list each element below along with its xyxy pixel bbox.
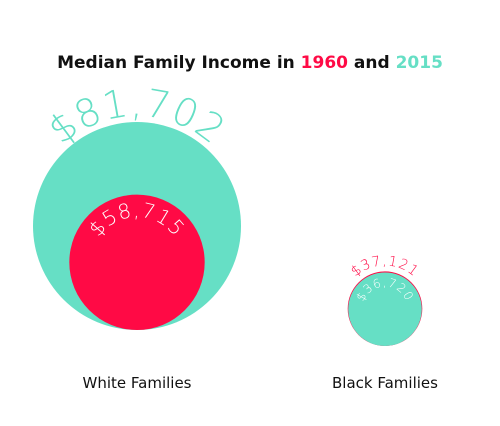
bubble — [69, 194, 205, 330]
bubble — [348, 272, 422, 346]
chart-title: Median Family Income in 1960 and 2015 — [57, 53, 443, 73]
category-label: White Families — [83, 374, 192, 392]
title-joiner: and — [354, 53, 390, 73]
title-text: Median Family Income in — [57, 53, 295, 73]
title-series: 2015 — [396, 53, 443, 73]
title-series: 1960 — [301, 53, 348, 73]
category-label: Black Families — [332, 374, 438, 392]
